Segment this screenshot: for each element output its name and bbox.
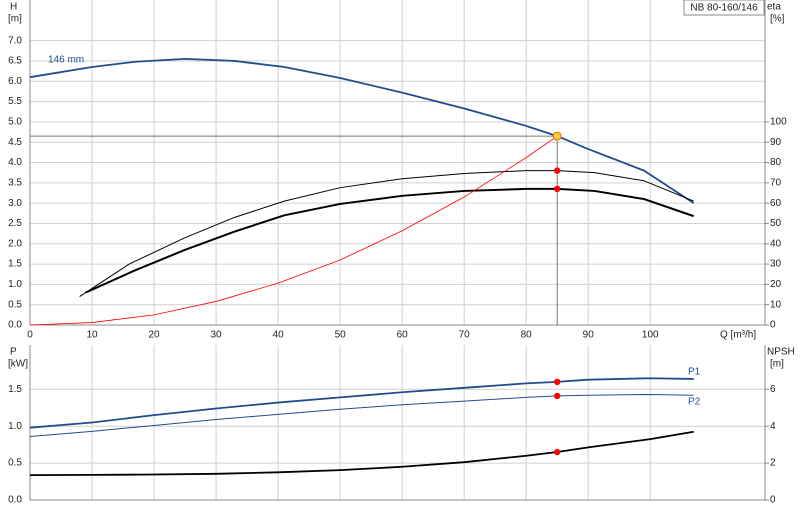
duty-marker [554, 167, 561, 174]
y2-tick-label: 30 [770, 259, 782, 270]
y2-axis-label: NPSH [767, 347, 795, 358]
series-line [29, 377, 694, 429]
y-tick-label: 0.5 [8, 299, 22, 310]
series-label: P1 [688, 367, 701, 378]
y-tick-label: 1.5 [8, 384, 22, 395]
x-tick-label: 90 [583, 330, 595, 341]
y-tick-label: 7.0 [8, 35, 22, 46]
series-line [85, 187, 694, 294]
y2-tick-label: 60 [770, 198, 782, 209]
y2-tick-label: 6 [770, 384, 776, 395]
x-tick-label: 50 [335, 330, 347, 341]
duty-marker [554, 448, 561, 456]
x-axis-label: Q [m³/h] [720, 330, 756, 341]
series-line [79, 170, 694, 297]
y2-axis-unit: [%] [770, 14, 785, 25]
y-tick-label: 4.0 [8, 157, 22, 168]
series-line [29, 58, 695, 204]
y-tick-label: 3.0 [8, 198, 22, 209]
series-line [29, 135, 558, 326]
series-line [29, 393, 694, 438]
x-tick-label: 100 [642, 330, 659, 341]
y-tick-label: 6.5 [8, 56, 22, 67]
y-tick-label: 6.0 [8, 76, 22, 87]
series-line [29, 430, 694, 476]
y-tick-label: 5.5 [8, 96, 22, 107]
duty-point [552, 131, 562, 141]
y-tick-label: 0.0 [8, 320, 22, 331]
y2-tick-label: 50 [770, 218, 782, 229]
y-tick-label: 1.5 [8, 259, 22, 270]
y2-tick-label: 70 [770, 177, 782, 188]
title-box [683, 0, 765, 16]
y2-tick-label: 90 [770, 137, 782, 148]
y2-tick-label: 20 [770, 279, 782, 290]
x-tick-label: 30 [211, 330, 223, 341]
y-tick-label: 2.0 [8, 238, 22, 249]
y-tick-label: 1.0 [8, 279, 22, 290]
y-tick-label: 0.0 [8, 495, 22, 506]
x-tick-label: 10 [86, 330, 98, 341]
y-axis-label: H [10, 2, 17, 13]
y2-tick-label: 4 [770, 421, 776, 432]
y-tick-label: 5.0 [8, 117, 22, 128]
chart-title: NB 80-160/146 [690, 3, 758, 14]
y-tick-label: 4.5 [8, 137, 22, 148]
y-tick-label: 2.5 [8, 218, 22, 229]
y2-tick-label: 40 [770, 238, 782, 249]
duty-marker [554, 185, 561, 193]
x-tick-label: 80 [521, 330, 533, 341]
y2-axis-unit: [m] [770, 359, 784, 370]
y-tick-label: 3.5 [8, 177, 22, 188]
y2-tick-label: 0 [770, 495, 776, 506]
y-axis-label: P [10, 347, 17, 358]
y2-tick-label: 100 [770, 117, 787, 128]
y2-tick-label: 10 [770, 299, 782, 310]
x-tick-label: 70 [459, 330, 471, 341]
x-tick-label: 0 [27, 330, 33, 341]
y-axis-unit: [kW] [8, 359, 28, 370]
duty-marker [554, 392, 561, 400]
series-label: P2 [688, 397, 701, 408]
y-tick-label: 0.5 [8, 458, 22, 469]
x-tick-label: 20 [148, 330, 160, 341]
duty-marker [554, 378, 561, 386]
y2-tick-label: 2 [770, 458, 776, 469]
y-tick-label: 1.0 [8, 421, 22, 432]
x-tick-label: 40 [273, 330, 285, 341]
series-label: 146 mm [48, 55, 84, 66]
y-axis-unit: [m] [8, 14, 22, 25]
x-tick-label: 60 [397, 330, 409, 341]
y2-tick-label: 80 [770, 157, 782, 168]
y2-tick-label: 0 [770, 320, 776, 331]
y2-axis-label: eta [767, 2, 781, 13]
